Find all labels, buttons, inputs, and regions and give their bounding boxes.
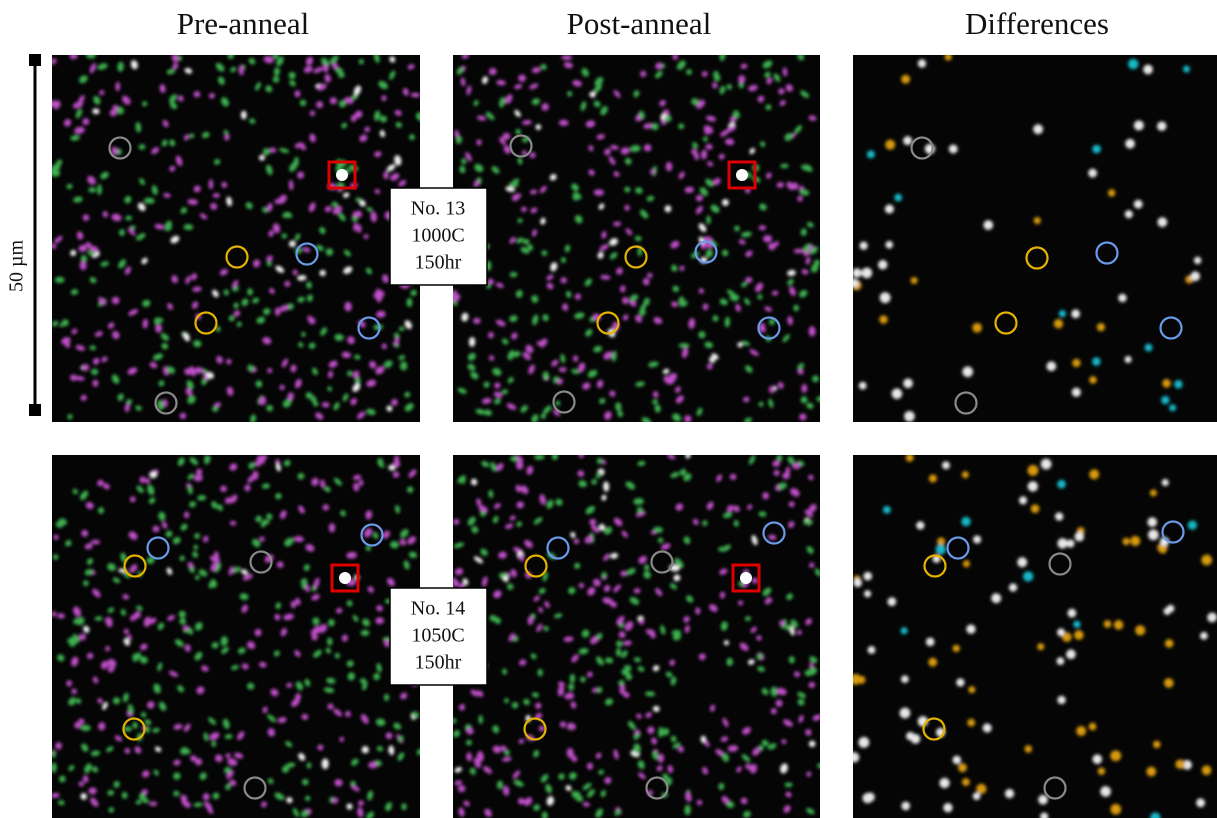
label-line: No. 13 bbox=[411, 198, 465, 220]
bright-spot bbox=[736, 169, 748, 181]
column-title: Pre-anneal bbox=[177, 6, 310, 41]
spot bbox=[624, 205, 629, 211]
bright-spot bbox=[740, 572, 752, 584]
page: Pre-anneal Post-anneal Differences 50 µm… bbox=[0, 0, 1217, 818]
spot bbox=[307, 762, 311, 768]
image-panels bbox=[47, 51, 1217, 818]
label-line: 150hr bbox=[415, 652, 462, 674]
label-line: No. 14 bbox=[411, 598, 465, 620]
scale-bar: 50 µm bbox=[6, 54, 41, 416]
bright-spot bbox=[339, 572, 351, 584]
figure: Pre-anneal Post-anneal Differences 50 µm… bbox=[0, 0, 1217, 818]
spot bbox=[409, 134, 415, 140]
spot bbox=[794, 249, 804, 254]
spot bbox=[247, 288, 253, 295]
image-panel bbox=[853, 55, 1217, 422]
spot bbox=[903, 136, 912, 145]
image-panel bbox=[453, 455, 820, 818]
spot bbox=[480, 511, 486, 516]
spot bbox=[707, 363, 713, 369]
spot bbox=[88, 187, 96, 192]
label-line: 150hr bbox=[415, 252, 462, 274]
label-line: 1050C bbox=[411, 625, 464, 647]
spot bbox=[1147, 517, 1157, 527]
bright-spot bbox=[336, 169, 348, 181]
column-title: Post-anneal bbox=[567, 6, 712, 41]
spot bbox=[91, 369, 98, 375]
label-line: 1000C bbox=[411, 225, 464, 247]
column-title: Differences bbox=[965, 6, 1109, 41]
sample-label: No. 13 1000C 150hr bbox=[390, 188, 487, 285]
sample-label: No. 14 1050C 150hr bbox=[390, 588, 487, 685]
scale-label: 50 µm bbox=[6, 240, 28, 293]
spot bbox=[209, 179, 213, 189]
